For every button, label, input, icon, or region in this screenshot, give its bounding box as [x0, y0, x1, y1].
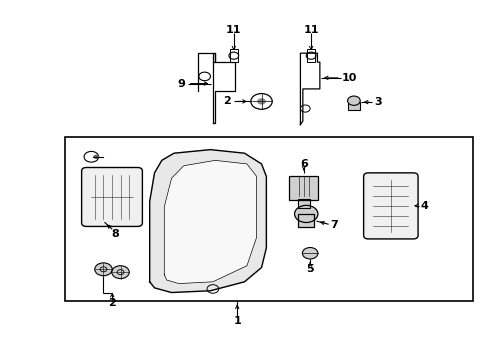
Text: 2: 2 [223, 96, 231, 107]
Circle shape [95, 263, 112, 276]
Bar [288, 176, 318, 200]
Bar [306, 49, 314, 62]
Text: 1: 1 [233, 316, 241, 326]
Text: 5: 5 [305, 264, 313, 274]
Circle shape [112, 266, 129, 279]
Circle shape [302, 248, 317, 259]
Text: 4: 4 [420, 201, 427, 211]
Polygon shape [149, 150, 266, 293]
Text: 8: 8 [112, 229, 119, 239]
Text: 6: 6 [299, 159, 307, 169]
Text: 9: 9 [177, 78, 185, 89]
Bar [64, 137, 472, 301]
Text: 10: 10 [341, 73, 356, 83]
Bar [347, 102, 360, 110]
Text: 11: 11 [225, 25, 241, 35]
Text: 3: 3 [374, 97, 381, 107]
Bar [288, 176, 318, 200]
Circle shape [294, 205, 317, 222]
Circle shape [347, 96, 360, 105]
Bar [298, 213, 313, 227]
FancyBboxPatch shape [363, 173, 417, 239]
Text: 7: 7 [330, 220, 338, 230]
Circle shape [93, 155, 99, 159]
Text: 2: 2 [108, 298, 116, 308]
Bar [229, 49, 237, 62]
Text: 11: 11 [303, 25, 318, 35]
Circle shape [257, 98, 265, 105]
FancyBboxPatch shape [81, 167, 142, 226]
Polygon shape [164, 160, 256, 284]
Bar [297, 199, 309, 207]
Bar [297, 199, 309, 207]
Bar [347, 102, 360, 110]
Bar [298, 213, 313, 227]
